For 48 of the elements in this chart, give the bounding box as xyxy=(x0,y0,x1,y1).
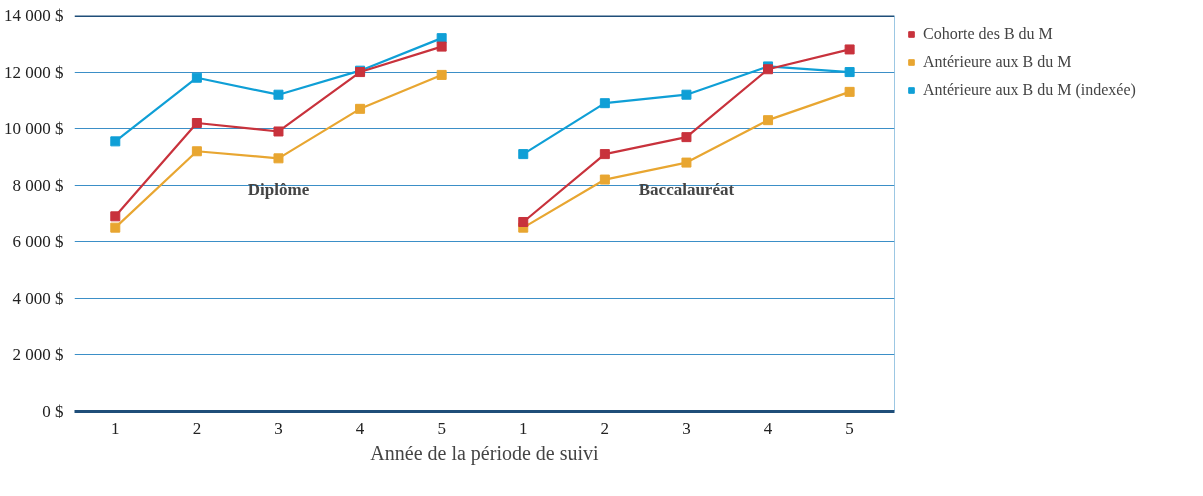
x-tick-label: 3 xyxy=(274,418,283,438)
point xyxy=(518,149,529,160)
annotation: Diplôme xyxy=(247,180,310,200)
point xyxy=(436,41,447,52)
point xyxy=(436,69,447,80)
y-tick-label: 6 000 $ xyxy=(12,232,64,252)
y-tick-label: 8 000 $ xyxy=(12,175,64,195)
y-tick-label: 2 000 $ xyxy=(12,345,64,365)
legend-label: Antérieure aux B du M (indexée) xyxy=(923,81,1136,99)
x-tick-label: 4 xyxy=(763,418,773,438)
y-tick-label: 12 000 $ xyxy=(4,62,64,82)
y-tick-label: 10 000 $ xyxy=(4,119,64,139)
x-tick-label: 4 xyxy=(355,418,365,438)
point xyxy=(355,103,366,114)
y-tick-label: 4 000 $ xyxy=(12,288,64,308)
point xyxy=(681,89,692,100)
legend-label: Antérieure aux B du M xyxy=(923,53,1072,71)
point xyxy=(844,86,855,97)
point xyxy=(273,153,284,164)
point xyxy=(844,44,855,55)
y-tick-label: 14 000 $ xyxy=(4,6,64,25)
x-tick-label: 5 xyxy=(437,418,446,438)
point xyxy=(599,174,610,185)
point xyxy=(273,126,284,137)
point xyxy=(191,117,202,128)
point xyxy=(273,89,284,100)
point xyxy=(763,115,774,126)
point xyxy=(110,211,121,222)
x-tick-label: 1 xyxy=(111,418,120,438)
x-axis-title: Année de la période de suivi xyxy=(370,441,600,465)
point xyxy=(681,157,692,168)
point xyxy=(844,67,855,78)
point xyxy=(518,216,529,227)
x-tick-label: 1 xyxy=(519,418,528,438)
point xyxy=(110,222,121,233)
x-tick-label: 5 xyxy=(845,418,854,438)
point xyxy=(599,98,610,109)
point xyxy=(681,132,692,143)
y-tick-label: 0 $ xyxy=(42,402,64,421)
x-tick-label: 2 xyxy=(600,418,610,438)
annotation: Baccalauréat xyxy=(638,180,735,200)
point xyxy=(191,72,202,83)
point xyxy=(599,149,610,160)
point xyxy=(110,136,121,147)
x-tick-label: 2 xyxy=(192,418,202,438)
x-tick-label: 3 xyxy=(682,418,691,438)
legend-label: Cohorte des B du M xyxy=(923,25,1053,43)
point xyxy=(191,146,202,157)
